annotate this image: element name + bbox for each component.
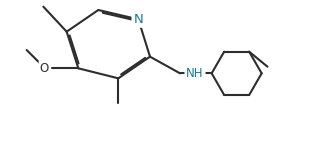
Text: NH: NH — [186, 67, 204, 80]
Text: O: O — [40, 62, 49, 75]
Text: N: N — [133, 13, 143, 26]
